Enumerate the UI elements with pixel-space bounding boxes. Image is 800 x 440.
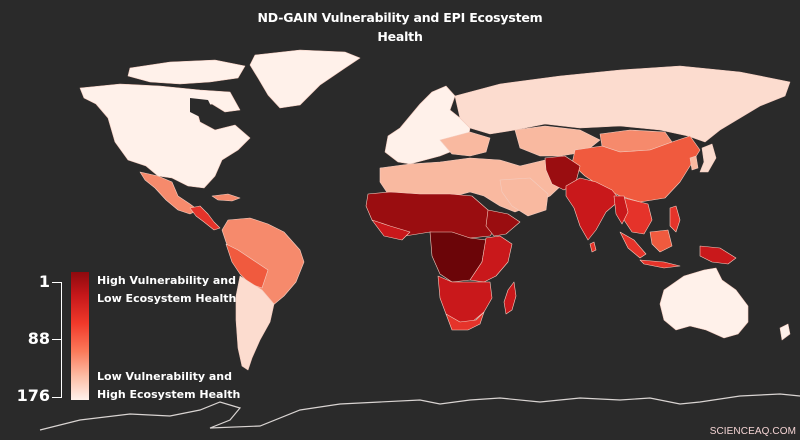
legend-low-label-line-2: High Ecosystem Health [97, 388, 241, 401]
title-line-2: Health [377, 29, 423, 44]
region-indonesia-sumatra [619, 231, 647, 259]
region-indonesia-java [639, 259, 681, 269]
region-southern-africa [437, 275, 493, 325]
region-russia [454, 65, 791, 143]
region-new-zealand [779, 323, 791, 341]
region-peru-bolivia [225, 243, 269, 289]
legend-high-label: High Vulnerability and Low Ecosystem Hea… [97, 272, 236, 308]
region-eastern-europe [439, 131, 491, 157]
title-line-1: ND-GAIN Vulnerability and EPI Ecosystem [257, 10, 543, 25]
region-arabia [499, 177, 549, 217]
region-madagascar [503, 281, 517, 315]
region-australia [659, 267, 749, 339]
region-india [565, 177, 621, 241]
region-japan [699, 143, 717, 173]
color-scale-legend: 1 88 176 High Vulnerability and Low Ecos… [0, 0, 260, 420]
region-arctic-islands [127, 59, 246, 85]
legend-bracket-mid [52, 339, 61, 340]
region-south-africa [445, 311, 485, 331]
region-greenland [249, 49, 361, 109]
region-indonesia-borneo [649, 229, 673, 253]
legend-tick-rank-1: 1 [38, 272, 50, 291]
source-watermark: SCIENCEAQ.COM [709, 426, 796, 437]
region-sri-lanka [589, 241, 597, 253]
map-title: ND-GAIN Vulnerability and EPI Ecosystem … [0, 8, 800, 46]
legend-high-label-line-1: High Vulnerability and [97, 274, 236, 287]
legend-low-label-line-1: Low Vulnerability and [97, 370, 232, 383]
legend-tick-rank-176: 176 [16, 386, 50, 405]
region-papua-new-guinea [699, 245, 737, 265]
region-east-africa [469, 235, 513, 283]
region-horn-of-africa [485, 209, 521, 237]
region-central-america [189, 205, 221, 231]
legend-tick-rank-88: 88 [27, 329, 50, 348]
region-philippines [669, 205, 681, 233]
legend-color-ramp [71, 272, 89, 400]
legend-bracket [52, 282, 62, 398]
legend-high-label-line-2: Low Ecosystem Health [97, 292, 237, 305]
region-antarctica-outline [39, 393, 800, 431]
region-north-america [79, 83, 251, 189]
legend-low-label: Low Vulnerability and High Ecosystem Hea… [97, 368, 240, 404]
region-gulf-of-guinea [371, 219, 411, 241]
region-southern-cone [235, 275, 275, 371]
region-myanmar [613, 195, 629, 225]
region-korea [689, 155, 699, 171]
region-caribbean [211, 193, 241, 202]
